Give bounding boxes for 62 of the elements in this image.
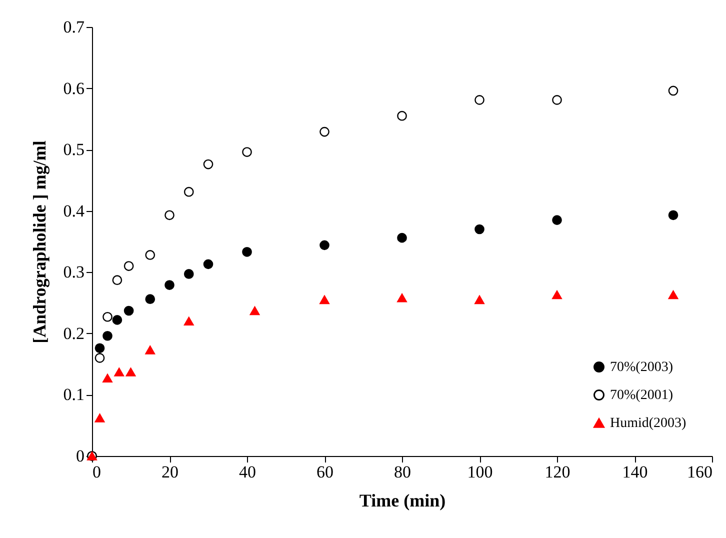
point xyxy=(164,280,174,290)
point xyxy=(184,269,194,279)
x-tick-label: 20 xyxy=(162,462,178,482)
y-tick-label: 0.1 xyxy=(63,385,84,404)
point xyxy=(242,147,252,157)
point xyxy=(474,295,484,304)
y-axis-title: [Andrographolide ] mg/ml xyxy=(29,140,50,344)
legend-label: 70%(2003) xyxy=(610,360,674,375)
x-tick-label: 120 xyxy=(544,462,570,482)
point xyxy=(320,126,330,137)
y-tick-label: 0.3 xyxy=(63,262,84,282)
x-tick-label: 60 xyxy=(316,462,334,482)
y-tick-label: 0.6 xyxy=(63,78,84,98)
point xyxy=(112,275,122,286)
x-tick-label: 40 xyxy=(239,462,256,482)
point xyxy=(145,346,156,354)
point xyxy=(552,215,562,225)
x-tick-label: 100 xyxy=(467,462,493,482)
point xyxy=(552,290,562,300)
point xyxy=(94,343,105,354)
y-tick-label: 0.5 xyxy=(63,140,84,160)
point xyxy=(474,224,484,234)
y-tick-label: 0.4 xyxy=(63,201,85,220)
point xyxy=(250,306,260,316)
point xyxy=(320,240,330,250)
point xyxy=(145,250,156,260)
y-tick-label: 0 xyxy=(76,446,84,466)
point xyxy=(668,210,678,220)
point xyxy=(124,306,134,316)
point xyxy=(397,232,407,243)
point xyxy=(242,246,252,257)
point xyxy=(94,353,105,363)
point xyxy=(112,315,122,325)
point xyxy=(102,312,112,322)
point xyxy=(397,110,407,121)
point xyxy=(102,330,112,341)
point xyxy=(668,290,678,300)
x-tick-label: 0 xyxy=(92,462,101,482)
point xyxy=(94,414,105,422)
point xyxy=(203,159,214,170)
y-tick-label: 0.7 xyxy=(63,18,85,36)
x-tick-label: 80 xyxy=(394,462,411,482)
point xyxy=(474,95,484,105)
x-axis-title: Time (min) xyxy=(359,490,446,510)
point xyxy=(203,259,214,270)
point xyxy=(114,368,124,376)
point xyxy=(124,261,134,271)
point xyxy=(552,95,562,105)
y-tick-label: 0.2 xyxy=(63,324,84,343)
x-tick-label: 160 xyxy=(687,462,712,482)
point xyxy=(668,86,678,96)
point xyxy=(145,294,156,304)
legend-label: 70%(2001) xyxy=(610,388,674,403)
point xyxy=(102,374,112,383)
x-tick-label: 140 xyxy=(622,462,648,482)
legend-label: Humid(2003) xyxy=(610,416,687,431)
point xyxy=(164,210,174,220)
point xyxy=(320,295,330,304)
point xyxy=(184,186,194,197)
point xyxy=(184,316,194,326)
point xyxy=(397,294,407,302)
point xyxy=(126,368,136,376)
